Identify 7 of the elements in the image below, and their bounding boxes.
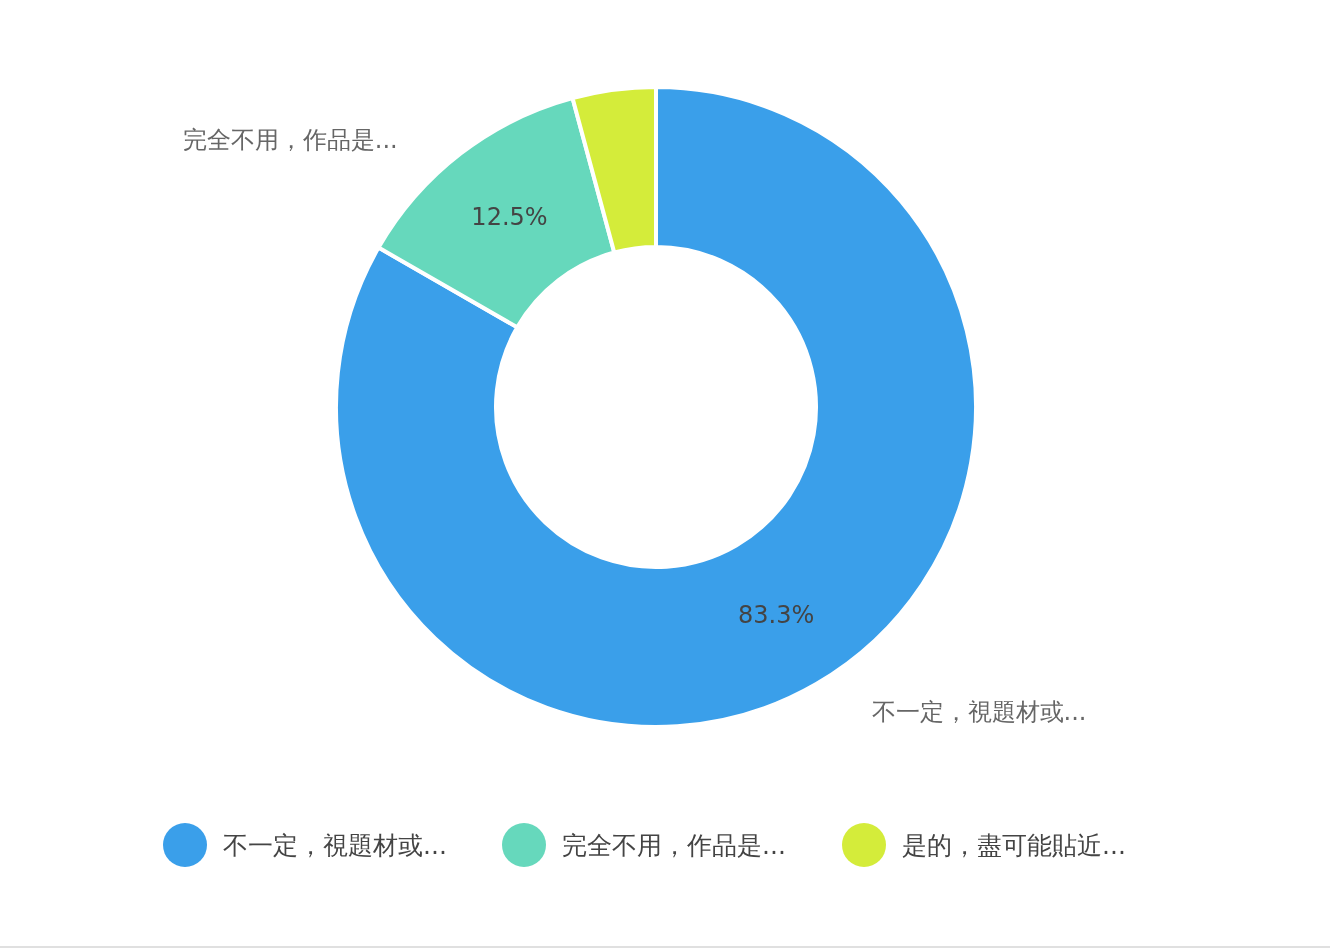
legend-label: 是的，盡可能貼近... bbox=[902, 831, 1126, 860]
slice-label: 完全不用，作品是... bbox=[182, 125, 398, 154]
legend-label: 完全不用，作品是... bbox=[562, 831, 786, 860]
data-label: 12.5% bbox=[471, 202, 548, 231]
data-label: 83.3% bbox=[738, 600, 815, 629]
legend-label: 不一定，視題材或... bbox=[223, 831, 447, 860]
slice-label: 不一定，視題材或... bbox=[871, 697, 1087, 726]
